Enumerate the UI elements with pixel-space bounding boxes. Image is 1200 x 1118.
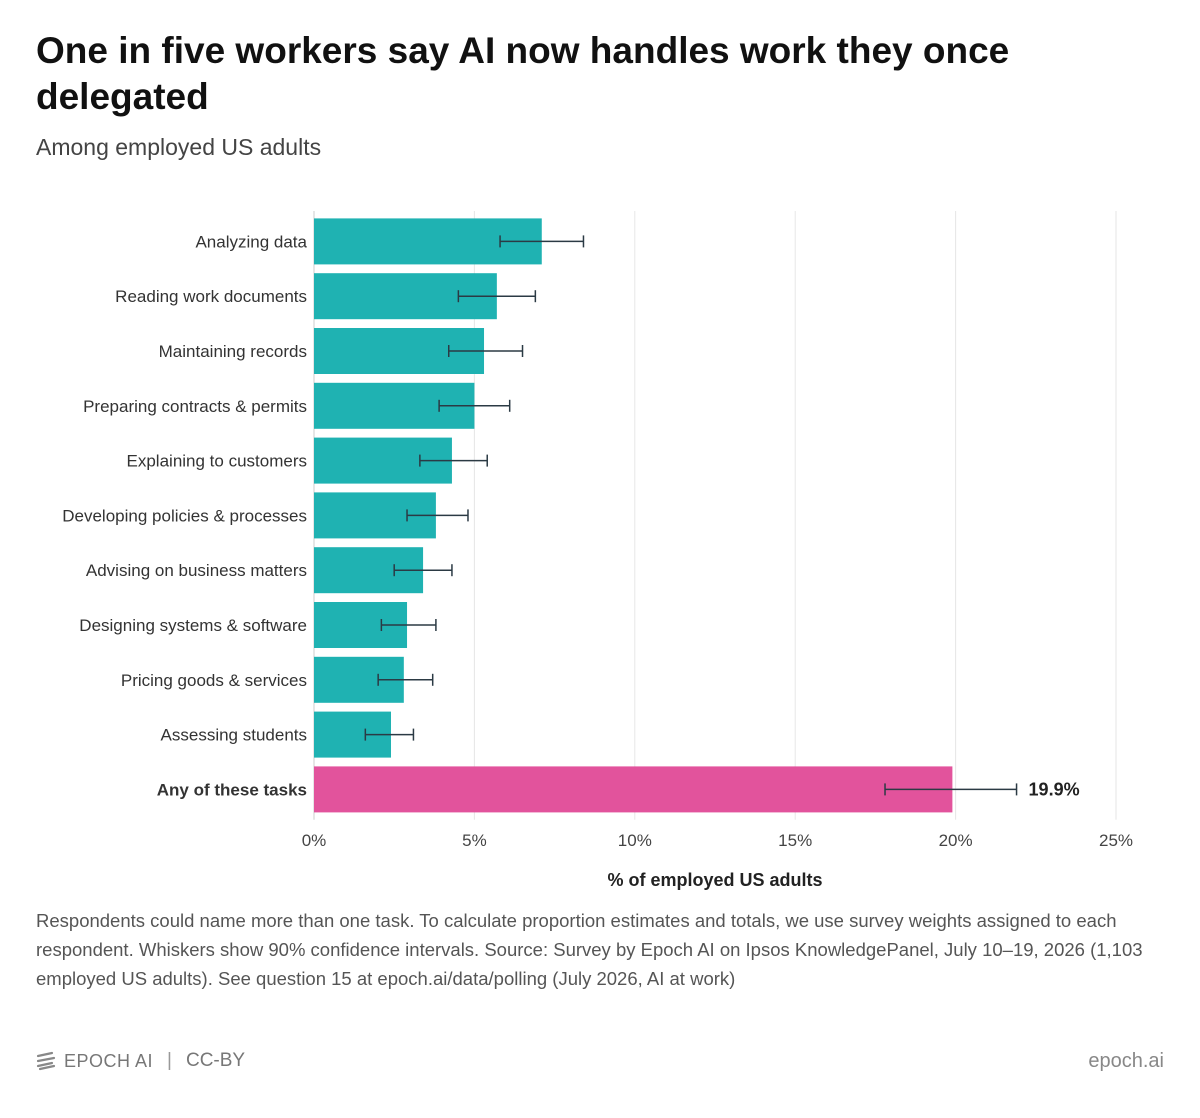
category-label: Maintaining records [159,342,307,361]
x-tick-label: 10% [618,831,652,850]
bar-chart: Analyzing data Reading work documents Main… [62,211,1133,890]
x-tick-label: 0% [302,831,327,850]
footer-separator: | [167,1050,172,1071]
category-label: Preparing contracts & permits [83,397,307,416]
brand: EPOCH AI | CC-BY [36,1050,245,1072]
site-link[interactable]: epoch.ai [1088,1050,1164,1072]
category-label: Pricing goods & services [121,671,307,690]
category-label: Reading work documents [115,287,307,306]
chart-subtitle: Among employed US adults [36,134,322,160]
x-tick-label: 5% [462,831,487,850]
x-tick-label: 15% [778,831,812,850]
epoch-logo-icon [36,1051,56,1071]
x-tick-label: 25% [1099,831,1133,850]
chart-title: One in five workers say AI now handles w… [36,30,1010,117]
brand-name: EPOCH AI [64,1050,154,1071]
category-label: Explaining to customers [127,452,307,471]
category-label: Analyzing data [195,232,307,251]
x-tick-label: 20% [939,831,973,850]
chart-notes: Respondents could name more than one tas… [36,910,1143,989]
footer: EPOCH AI | CC-BY epoch.ai [36,1050,1164,1080]
x-axis-ticks: 0% 5% 10% 15% 20% 25% [302,831,1133,850]
category-label: Advising on business matters [86,561,307,580]
category-label: Designing systems & software [79,616,307,635]
category-label: Developing policies & processes [62,506,307,525]
value-label: 19.9% [1029,779,1080,799]
confidence-whiskers [364,235,1018,796]
category-label: Any of these tasks [157,780,307,799]
category-labels: Analyzing data Reading work documents Main… [62,232,1079,799]
bar [314,766,953,813]
x-axis-title: % of employed US adults [607,870,822,890]
category-label: Assessing students [161,726,307,745]
license-label: CC-BY [185,1050,246,1071]
